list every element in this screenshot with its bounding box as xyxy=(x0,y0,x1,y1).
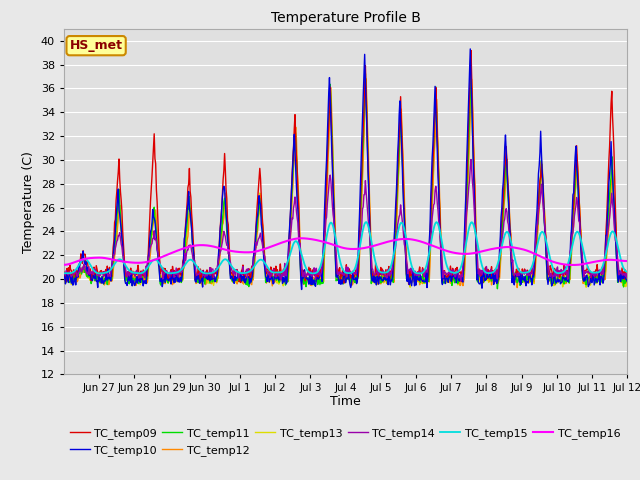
TC_temp11 xyxy=(69,269,77,275)
TC_temp15 xyxy=(520,270,527,276)
TC_temp10 xyxy=(60,273,68,278)
TC_temp15 xyxy=(362,219,370,225)
TC_temp13 xyxy=(137,276,145,282)
TC_temp14 xyxy=(457,278,465,284)
TC_temp16 xyxy=(298,235,305,241)
TC_temp10 xyxy=(69,282,77,288)
TC_temp09 xyxy=(184,184,192,190)
TC_temp15 xyxy=(467,221,474,227)
TC_temp16 xyxy=(623,258,631,264)
Line: TC_temp12: TC_temp12 xyxy=(64,79,627,288)
TC_temp16 xyxy=(519,247,527,252)
TC_temp13 xyxy=(184,221,192,227)
TC_temp09 xyxy=(60,274,68,280)
Line: TC_temp09: TC_temp09 xyxy=(64,50,627,285)
TC_temp15 xyxy=(137,270,145,276)
TC_temp11 xyxy=(493,286,501,292)
TC_temp16 xyxy=(69,260,77,266)
TC_temp12 xyxy=(623,280,631,286)
TC_temp12 xyxy=(69,275,77,280)
TC_temp09 xyxy=(537,174,545,180)
TC_temp11 xyxy=(362,71,369,76)
TC_temp13 xyxy=(362,81,369,86)
Title: Temperature Profile B: Temperature Profile B xyxy=(271,11,420,25)
TC_temp10 xyxy=(184,201,192,206)
TC_temp11 xyxy=(60,275,68,280)
TC_temp11 xyxy=(623,279,631,285)
Line: TC_temp13: TC_temp13 xyxy=(64,84,627,287)
TC_temp14 xyxy=(466,178,474,184)
TC_temp16 xyxy=(184,244,192,250)
TC_temp09 xyxy=(466,92,474,98)
TC_temp13 xyxy=(406,284,414,290)
TC_temp14 xyxy=(184,247,192,253)
TC_temp10 xyxy=(298,287,305,292)
TC_temp11 xyxy=(520,275,527,281)
TC_temp15 xyxy=(184,258,192,264)
TC_temp14 xyxy=(467,156,475,162)
TC_temp11 xyxy=(537,171,545,177)
TC_temp09 xyxy=(467,48,475,53)
TC_temp13 xyxy=(537,172,545,178)
Line: TC_temp11: TC_temp11 xyxy=(64,73,627,289)
TC_temp10 xyxy=(623,278,631,284)
TC_temp16 xyxy=(137,260,145,265)
TC_temp15 xyxy=(623,269,631,275)
TC_temp12 xyxy=(60,275,68,281)
TC_temp11 xyxy=(466,114,474,120)
TC_temp14 xyxy=(623,271,631,276)
TC_temp15 xyxy=(60,270,68,276)
TC_temp09 xyxy=(137,268,145,274)
TC_temp13 xyxy=(60,276,68,282)
TC_temp13 xyxy=(623,274,631,279)
TC_temp09 xyxy=(69,275,77,280)
TC_temp14 xyxy=(60,270,68,276)
Legend: TC_temp09, TC_temp10, TC_temp11, TC_temp12, TC_temp13, TC_temp14, TC_temp15, TC_: TC_temp09, TC_temp10, TC_temp11, TC_temp… xyxy=(70,428,620,456)
TC_temp10 xyxy=(137,274,145,280)
Line: TC_temp16: TC_temp16 xyxy=(64,238,627,265)
Line: TC_temp14: TC_temp14 xyxy=(64,159,627,281)
TC_temp11 xyxy=(184,205,192,211)
TC_temp13 xyxy=(520,278,527,284)
Y-axis label: Temperature (C): Temperature (C) xyxy=(22,151,35,252)
TC_temp15 xyxy=(537,230,545,236)
TC_temp16 xyxy=(466,251,474,257)
TC_temp14 xyxy=(520,269,527,275)
TC_temp12 xyxy=(184,233,192,239)
TC_temp16 xyxy=(570,262,577,268)
TC_temp15 xyxy=(203,271,211,276)
TC_temp13 xyxy=(69,275,77,281)
Text: HS_met: HS_met xyxy=(70,39,123,52)
TC_temp09 xyxy=(405,282,413,288)
TC_temp10 xyxy=(467,46,474,52)
TC_temp13 xyxy=(467,107,474,112)
TC_temp12 xyxy=(513,285,521,290)
TC_temp12 xyxy=(137,276,145,281)
TC_temp12 xyxy=(362,76,370,82)
TC_temp09 xyxy=(623,274,631,279)
Line: TC_temp10: TC_temp10 xyxy=(64,49,627,289)
TC_temp12 xyxy=(466,136,474,142)
TC_temp10 xyxy=(537,128,545,134)
TC_temp09 xyxy=(520,271,527,276)
Line: TC_temp15: TC_temp15 xyxy=(64,222,627,274)
X-axis label: Time: Time xyxy=(330,395,361,408)
TC_temp10 xyxy=(466,73,474,79)
TC_temp12 xyxy=(537,184,545,190)
TC_temp14 xyxy=(69,272,77,277)
TC_temp10 xyxy=(520,276,527,281)
TC_temp11 xyxy=(137,279,145,285)
TC_temp16 xyxy=(60,262,68,268)
TC_temp16 xyxy=(536,253,544,259)
TC_temp15 xyxy=(69,269,77,275)
TC_temp12 xyxy=(520,274,527,280)
TC_temp14 xyxy=(137,275,145,280)
TC_temp14 xyxy=(537,190,545,195)
